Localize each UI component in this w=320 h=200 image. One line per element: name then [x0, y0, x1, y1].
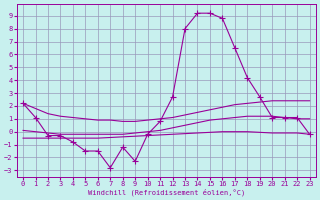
- X-axis label: Windchill (Refroidissement éolien,°C): Windchill (Refroidissement éolien,°C): [88, 188, 245, 196]
